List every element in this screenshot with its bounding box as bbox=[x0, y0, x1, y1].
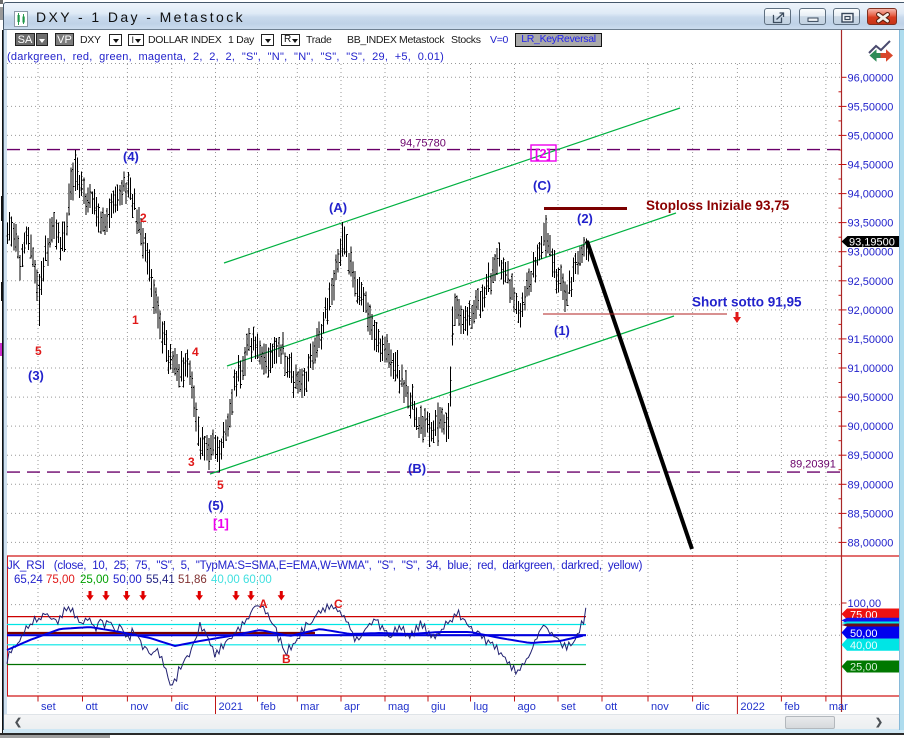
svg-text:(3): (3) bbox=[28, 368, 44, 383]
svg-text:2021: 2021 bbox=[219, 701, 243, 713]
svg-text:100,00: 100,00 bbox=[848, 598, 882, 610]
svg-text:Stoploss Iniziale 93,75: Stoploss Iniziale 93,75 bbox=[646, 198, 790, 213]
svg-text:C: C bbox=[334, 597, 343, 611]
svg-text:mar: mar bbox=[300, 701, 319, 713]
svg-text:94,00000: 94,00000 bbox=[848, 189, 894, 201]
svg-text:Short sotto 91,95: Short sotto 91,95 bbox=[692, 295, 802, 310]
svg-text:(B): (B) bbox=[408, 461, 426, 476]
svg-text:96,00000: 96,00000 bbox=[848, 72, 894, 84]
svg-text:92,00000: 92,00000 bbox=[848, 305, 894, 317]
svg-text:95,50000: 95,50000 bbox=[848, 101, 894, 113]
svg-text:40,00: 40,00 bbox=[850, 640, 878, 652]
svg-text:88,00000: 88,00000 bbox=[848, 537, 894, 549]
svg-text:94,75780: 94,75780 bbox=[400, 138, 446, 150]
svg-text:1: 1 bbox=[132, 313, 139, 327]
svg-text:(4): (4) bbox=[123, 149, 139, 164]
svg-text:ago: ago bbox=[518, 701, 536, 713]
svg-text:60,00: 60,00 bbox=[243, 574, 272, 586]
svg-text:feb: feb bbox=[784, 701, 799, 713]
svg-text:90,50000: 90,50000 bbox=[848, 392, 894, 404]
svg-text:3: 3 bbox=[188, 455, 195, 469]
svg-text:89,50000: 89,50000 bbox=[848, 450, 894, 462]
svg-text:[2]: [2] bbox=[535, 146, 551, 161]
svg-text:89,00000: 89,00000 bbox=[848, 479, 894, 491]
svg-text:[1]: [1] bbox=[213, 516, 229, 531]
svg-text:dic: dic bbox=[696, 701, 711, 713]
svg-text:set: set bbox=[41, 701, 56, 713]
svg-text:75,00: 75,00 bbox=[46, 574, 75, 586]
svg-text:B: B bbox=[282, 652, 291, 666]
svg-text:25,00: 25,00 bbox=[80, 574, 109, 586]
svg-text:feb: feb bbox=[261, 701, 276, 713]
svg-text:lug: lug bbox=[474, 701, 489, 713]
svg-text:apr: apr bbox=[344, 701, 360, 713]
svg-text:(C): (C) bbox=[533, 178, 551, 193]
svg-text:giu: giu bbox=[431, 701, 446, 713]
svg-text:65,24: 65,24 bbox=[14, 574, 43, 586]
svg-text:(2): (2) bbox=[577, 211, 593, 226]
svg-text:nov: nov bbox=[130, 701, 148, 713]
svg-text:50,00: 50,00 bbox=[113, 574, 142, 586]
svg-text:ott: ott bbox=[605, 701, 617, 713]
svg-text:5: 5 bbox=[217, 478, 224, 492]
svg-text:mag: mag bbox=[388, 701, 409, 713]
svg-text:40,00: 40,00 bbox=[211, 574, 240, 586]
svg-text:set: set bbox=[561, 701, 576, 713]
svg-text:94,50000: 94,50000 bbox=[848, 160, 894, 172]
svg-text:(A): (A) bbox=[329, 200, 347, 215]
svg-text:(1): (1) bbox=[554, 323, 570, 338]
svg-text:90,00000: 90,00000 bbox=[848, 421, 894, 433]
svg-text:5: 5 bbox=[35, 344, 42, 358]
svg-text:51,86: 51,86 bbox=[178, 574, 207, 586]
svg-text:91,50000: 91,50000 bbox=[848, 334, 894, 346]
svg-text:A: A bbox=[259, 597, 268, 611]
svg-text:55,41: 55,41 bbox=[146, 574, 175, 586]
svg-text:89,20391: 89,20391 bbox=[790, 459, 836, 471]
svg-text:25,00: 25,00 bbox=[850, 662, 878, 674]
svg-text:4: 4 bbox=[192, 345, 199, 359]
svg-text:(5): (5) bbox=[208, 498, 224, 513]
svg-text:mar: mar bbox=[829, 701, 848, 713]
svg-text:ott: ott bbox=[86, 701, 98, 713]
svg-text:91,00000: 91,00000 bbox=[848, 363, 894, 375]
svg-text:2022: 2022 bbox=[740, 701, 764, 713]
svg-text:JK_RSI (close, 10, 25, 75: JK_RSI (close, 10, 25, 75, "S", 5, "TypM… bbox=[7, 560, 643, 572]
svg-text:nov: nov bbox=[651, 701, 669, 713]
svg-text:95,00000: 95,00000 bbox=[848, 130, 894, 142]
svg-text:92,50000: 92,50000 bbox=[848, 276, 894, 288]
svg-text:dic: dic bbox=[175, 701, 190, 713]
svg-text:93,19500: 93,19500 bbox=[849, 237, 895, 249]
svg-text:50,00: 50,00 bbox=[850, 628, 878, 640]
svg-text:93,00000: 93,00000 bbox=[848, 247, 894, 259]
svg-text:88,50000: 88,50000 bbox=[848, 508, 894, 520]
svg-text:93,50000: 93,50000 bbox=[848, 218, 894, 230]
svg-text:2: 2 bbox=[140, 211, 147, 225]
